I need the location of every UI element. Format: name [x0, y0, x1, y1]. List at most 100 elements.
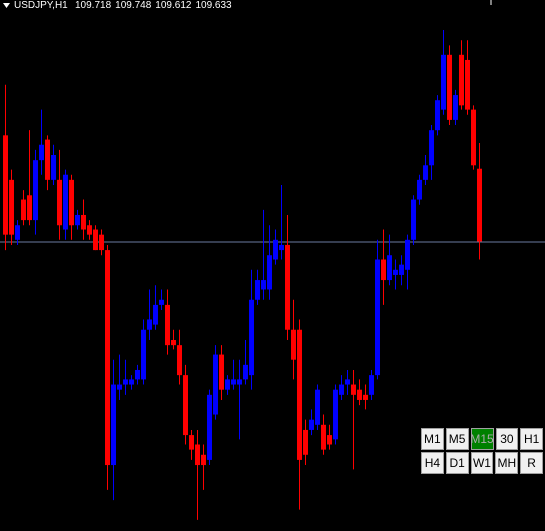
- candle-body: [333, 389, 338, 440]
- header: USDJPY,H1 109.718 109.748 109.612 109.633: [14, 0, 232, 11]
- candle-body: [111, 384, 116, 466]
- timeframe-button[interactable]: M1: [421, 428, 444, 450]
- candle-body: [429, 130, 434, 166]
- candle-body: [75, 214, 80, 226]
- candle-body: [165, 304, 170, 346]
- candle-body: [201, 454, 206, 466]
- timeframe-button[interactable]: H4: [421, 452, 444, 474]
- candle-body: [465, 59, 470, 110]
- candle-body: [369, 375, 374, 395]
- candle-body: [189, 435, 194, 450]
- candle-body: [69, 179, 74, 226]
- candle-body: [153, 304, 158, 325]
- candle-body: [87, 225, 92, 235]
- candle-body: [477, 168, 482, 242]
- timeframe-button[interactable]: M15: [470, 428, 494, 450]
- candle-body: [417, 179, 422, 200]
- candle-body: [39, 144, 44, 161]
- candle-body: [339, 384, 344, 395]
- candle-body: [237, 379, 242, 385]
- candles: [0, 29, 545, 520]
- candle-body: [99, 234, 104, 251]
- candle-body: [3, 135, 8, 235]
- symbol: USDJPY,H1: [14, 0, 68, 11]
- open-value: 109.718: [75, 0, 112, 11]
- candle-body: [351, 384, 356, 395]
- timeframe-panel: M1 M5 M15 30 H1 H4 D1 W1 MH R: [421, 428, 545, 476]
- timeframe-button[interactable]: MH: [495, 452, 519, 474]
- candle-body: [285, 244, 290, 330]
- candle-body: [441, 54, 446, 110]
- timeframe-button[interactable]: M5: [445, 428, 469, 450]
- candle-body: [345, 379, 350, 385]
- candle-body: [27, 195, 32, 221]
- candle-body: [45, 139, 50, 180]
- candle-body: [63, 174, 68, 230]
- candle-body: [159, 299, 164, 305]
- dropdown-arrow[interactable]: [3, 3, 10, 8]
- candle-body: [141, 329, 146, 380]
- candle-body: [387, 255, 392, 281]
- candle-body: [297, 329, 302, 460]
- candle-body: [459, 54, 464, 106]
- candle-body: [219, 354, 224, 390]
- close-value: 109.633: [195, 0, 232, 11]
- candle-body: [423, 165, 428, 180]
- candle-body: [15, 225, 20, 240]
- candle-body: [453, 95, 458, 120]
- candle-body: [321, 424, 326, 450]
- candle-body: [381, 259, 386, 281]
- timeframe-button[interactable]: W1: [470, 452, 494, 474]
- candle-body: [393, 269, 398, 275]
- candle-body: [327, 435, 332, 445]
- candle-body: [177, 345, 182, 376]
- candle-body: [411, 199, 416, 240]
- candle-body: [273, 239, 278, 260]
- candle-body: [135, 369, 140, 380]
- candle-body: [105, 250, 110, 466]
- timeframe-button[interactable]: H1: [520, 428, 543, 450]
- low-value: 109.612: [155, 0, 192, 11]
- candle-body: [147, 319, 152, 330]
- high-value: 109.748: [115, 0, 152, 11]
- candle-body: [363, 394, 368, 400]
- candle-body: [171, 340, 176, 346]
- timeframe-button[interactable]: D1: [445, 452, 469, 474]
- candle-body: [309, 419, 314, 430]
- candle-body: [183, 375, 188, 436]
- candle-body: [447, 54, 452, 120]
- candle-body: [357, 389, 362, 400]
- candle-body: [213, 354, 218, 415]
- candle-body: [261, 280, 266, 290]
- candle-body: [195, 444, 200, 466]
- candle-body: [51, 155, 56, 180]
- candle-body: [315, 389, 320, 425]
- candle-body: [375, 259, 380, 376]
- candle-body: [405, 239, 410, 270]
- candle-body: [9, 179, 14, 235]
- candle-body: [231, 379, 236, 385]
- timeframe-button[interactable]: 30: [495, 428, 519, 450]
- candle-body: [225, 379, 230, 390]
- timeframe-button[interactable]: R: [520, 452, 543, 474]
- button-row: M1 M5 M15 30 H1: [421, 428, 545, 450]
- candle-body: [303, 429, 308, 455]
- candle-body: [33, 160, 38, 221]
- candle-body: [21, 199, 26, 221]
- candle-body: [57, 179, 62, 226]
- candle-body: [117, 384, 122, 390]
- candle-body: [129, 379, 134, 385]
- candle-body: [279, 244, 284, 251]
- candle-body: [435, 100, 440, 131]
- candle-body: [249, 299, 254, 376]
- candle-body: [267, 255, 272, 290]
- candle-body: [399, 264, 404, 275]
- candle-body: [471, 109, 476, 166]
- candle-body: [123, 379, 128, 385]
- candle-body: [93, 229, 98, 251]
- candle-body: [207, 394, 212, 460]
- candle-body: [291, 329, 296, 360]
- candle-body: [255, 280, 260, 300]
